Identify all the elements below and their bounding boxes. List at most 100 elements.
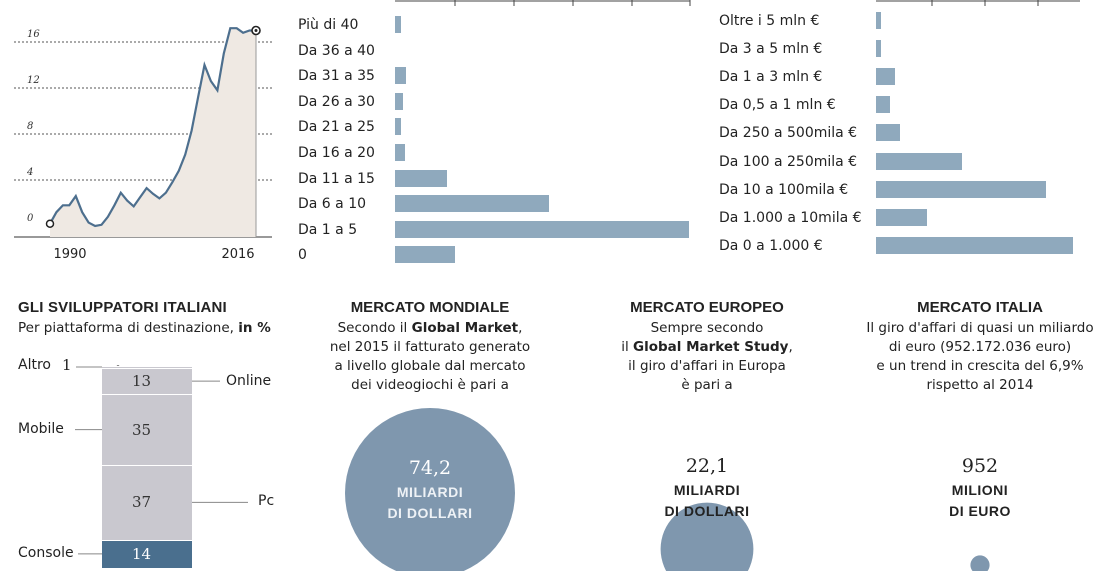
y-tick-label: 8 [27,121,33,132]
description-text: rispetto al 2014 [926,377,1034,393]
stack-label-altro: Altro [18,357,51,373]
description-line: nel 2015 il fatturato generato [300,338,560,357]
bar [395,144,405,161]
bar [876,96,890,114]
segment-value: 35 [132,420,152,439]
segment-value: 14 [132,544,152,563]
stack-segment [102,394,192,465]
description-text: il giro d'affari in Europa [628,358,786,374]
stack-label-online: Online [226,373,272,390]
bar-category-label: Oltre i 5 mln € [719,13,820,29]
market-unit-line1: MILIARDI [396,484,464,500]
description-text: Secondo il [337,320,412,336]
stack-label-mobile: Mobile [18,420,64,437]
description-line: dei videogiochi è pari a [300,376,560,395]
market-circle [970,555,990,571]
description-line: Il giro d'affari di quasi un miliardo [850,319,1094,338]
bar-category-label: Più di 40 [298,17,359,33]
bar [395,195,549,213]
description-line: Secondo il Global Market, [300,319,560,338]
y-tick-label: 0 [27,213,34,224]
stack-value-altro: 1 [62,356,72,374]
market-value: 952 [961,455,999,477]
market-unit-line1: MILIARDI [673,482,741,498]
description-text: il [621,339,634,355]
bar [876,68,895,86]
bar-category-label: Da 3 a 5 mln € [719,41,823,58]
description-text: Sempre secondo [650,320,764,336]
bar [876,208,928,226]
bar [395,246,456,264]
stack-segment [102,368,192,395]
bar-category-label: Da 100 a 250mila € [719,153,858,170]
description-text: e un trend in crescita del 6,9% [876,358,1084,374]
market-description: Sempre secondo il Global Market Study, il … [577,319,837,395]
description-text: Il giro d'affari di quasi un miliardo [866,320,1094,336]
market-title: MERCATO EUROPEO [630,299,784,316]
bar [395,92,404,110]
bar-category-label: Da 0 a 1.000 € [719,237,823,254]
description-line: rispetto al 2014 [850,376,1094,395]
bar [876,180,1046,198]
bar [876,152,963,170]
stack-segment [102,465,192,540]
description-line: e un trend in crescita del 6,9% [850,357,1094,376]
market-description: Il giro d'affari di quasi un miliardo di … [850,319,1094,395]
market-title: MERCATO MONDIALE [350,299,510,316]
bar [876,124,901,142]
stack-segment [102,366,192,368]
description-line: Sempre secondo [577,319,837,338]
x-tick-label: 2016 [221,247,254,262]
description-emphasis: Global Market [411,320,519,336]
market-circle [345,408,515,571]
market-circle [660,502,754,571]
bar-category-label: Da 0,5 a 1 mln € [719,97,836,114]
segment-value: 37 [132,493,152,512]
description-text: a livello globale dal mercato [334,358,526,374]
bar [395,169,448,187]
stack-label-pc: Pc [258,493,275,510]
market-title: MERCATO ITALIA [917,299,1043,316]
bar-category-label: Da 31 a 35 [298,68,375,85]
market-unit-line2: DI DOLLARI [387,505,473,521]
start-marker [45,219,55,228]
bar [876,236,1073,254]
bar-category-label: Da 6 a 10 [298,196,367,213]
y-tick-label: 12 [27,75,40,86]
platform-chart-title: GLI SVILUPPATORI ITALIANI [18,299,227,316]
description-line: di euro (952.172.036 euro) [850,338,1094,357]
platform-chart-subtitle-text: Per piattaforma di destinazione, [18,320,234,336]
bar-category-label: Da 11 a 15 [298,170,375,187]
segment-value: 13 [132,372,152,391]
market-unit-line1: MILIONI [951,482,1009,498]
description-text: , [788,339,793,355]
bar-category-label: Da 21 a 25 [298,119,375,136]
market-value: 74,2 [408,457,452,479]
area-fill [50,28,256,238]
stack-segment [102,539,192,568]
bar-category-label: Da 36 a 40 [298,42,375,59]
market-value: 22,1 [685,455,729,477]
description-line: è pari a [577,376,837,395]
description-line: il Global Market Study, [577,338,837,357]
end-marker-dot [254,29,258,32]
bar [876,40,882,58]
x-tick-label: 1990 [53,247,86,262]
description-text: nel 2015 il fatturato generato [329,339,531,355]
bar [876,12,882,29]
bar-category-label: Da 1 a 5 [298,221,358,238]
description-line: il giro d'affari in Europa [577,357,837,376]
bar [395,67,406,85]
bar-category-label: Da 1 a 3 mln € [719,69,823,86]
market-unit-line2: DI DOLLARI [664,503,750,519]
description-emphasis: Global Market Study [633,339,789,355]
y-tick-label: 4 [26,167,33,178]
stack-label-console: Console [18,544,74,561]
description-text: dei videogiochi è pari a [351,377,509,393]
bar-category-label: 0 [298,247,307,264]
bar [395,118,401,136]
platform-chart-subtitle: Per piattaforma di destinazione, in % [18,320,271,336]
description-text: di euro (952.172.036 euro) [888,339,1072,355]
y-tick-label: 16 [27,29,40,40]
